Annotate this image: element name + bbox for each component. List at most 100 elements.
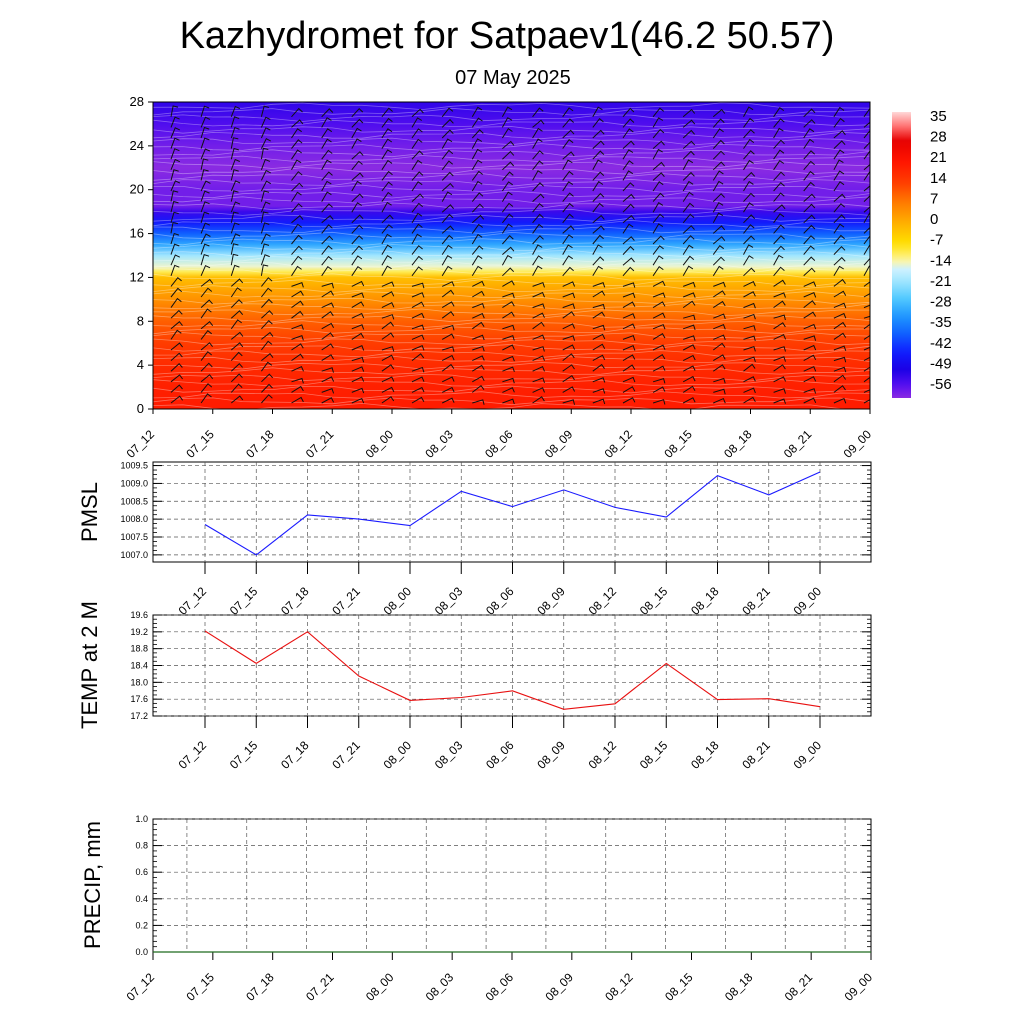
contour-line bbox=[153, 226, 870, 235]
wind-barb bbox=[622, 397, 636, 404]
wind-barb bbox=[502, 292, 515, 299]
wind-barb bbox=[501, 191, 513, 202]
wind-barb bbox=[592, 140, 605, 149]
wind-barb bbox=[230, 180, 241, 192]
wind-barb bbox=[803, 323, 817, 330]
wind-barb bbox=[622, 376, 636, 383]
y-tick-label: 24 bbox=[130, 138, 144, 153]
wind-barb bbox=[682, 150, 695, 160]
wind-barb bbox=[260, 127, 271, 139]
contour-line bbox=[153, 173, 870, 181]
wind-barb bbox=[532, 244, 543, 255]
wind-barb bbox=[773, 279, 786, 287]
wind-barb bbox=[622, 236, 635, 245]
wind-barb bbox=[652, 333, 666, 340]
wind-barb bbox=[441, 225, 454, 234]
wind-barb bbox=[863, 366, 870, 372]
wind-barb bbox=[471, 106, 483, 118]
wind-barb bbox=[351, 224, 364, 234]
wind-barb bbox=[562, 344, 576, 351]
wind-barb bbox=[321, 302, 335, 309]
wind-barb bbox=[381, 159, 393, 171]
y-tick-label: 17.2 bbox=[130, 711, 148, 721]
wind-barb bbox=[170, 342, 183, 351]
wind-barb bbox=[743, 356, 756, 363]
wind-barb bbox=[291, 128, 302, 139]
wind-barb bbox=[743, 202, 754, 213]
wind-barb bbox=[200, 265, 211, 276]
wind-barb bbox=[200, 393, 212, 404]
wind-barb bbox=[773, 356, 786, 362]
wind-barb bbox=[200, 299, 213, 308]
wind-barb bbox=[592, 311, 606, 319]
wind-barb bbox=[261, 352, 274, 361]
y-tick-label: 16 bbox=[130, 226, 144, 241]
wind-barb bbox=[291, 139, 303, 149]
wind-barb bbox=[261, 298, 273, 308]
wind-barb bbox=[260, 180, 272, 192]
wind-barb bbox=[562, 225, 575, 234]
x-tick-label: 09_00 bbox=[791, 738, 825, 772]
wind-barb bbox=[170, 127, 181, 139]
wind-barb bbox=[743, 244, 754, 255]
wind-barb bbox=[472, 321, 485, 330]
wind-barb bbox=[411, 334, 425, 340]
wind-barb bbox=[592, 150, 605, 160]
wind-barb bbox=[743, 129, 755, 139]
wind-barb bbox=[321, 117, 332, 128]
wind-barb bbox=[562, 159, 573, 171]
wind-barb bbox=[652, 344, 666, 351]
wind-barb bbox=[471, 233, 483, 245]
colorbar-label: 21 bbox=[930, 149, 947, 166]
wind-barb bbox=[712, 118, 725, 128]
wind-barb bbox=[803, 311, 817, 319]
wind-barb bbox=[622, 160, 634, 171]
contour-line bbox=[153, 161, 870, 169]
y-tick-label: 1007.0 bbox=[120, 550, 148, 560]
wind-barb bbox=[411, 282, 425, 289]
y-tick-label: 0 bbox=[137, 401, 144, 416]
wind-barb bbox=[441, 118, 454, 128]
wind-barb bbox=[532, 291, 545, 298]
wind-barb bbox=[321, 265, 333, 277]
contour-line bbox=[153, 202, 870, 211]
wind-barb bbox=[562, 192, 574, 202]
x-tick-label: 07_15 bbox=[183, 427, 217, 461]
wind-barb bbox=[532, 127, 543, 139]
wind-barb bbox=[321, 171, 333, 181]
wind-barb bbox=[562, 292, 576, 299]
wind-barb bbox=[743, 267, 756, 277]
wind-barb bbox=[652, 161, 665, 171]
wind-barb bbox=[170, 148, 180, 160]
wind-barb bbox=[532, 355, 545, 362]
wind-barb bbox=[773, 300, 786, 309]
wind-barb bbox=[411, 181, 423, 192]
wind-barb bbox=[170, 169, 179, 181]
wind-barb bbox=[291, 159, 302, 171]
wind-barb bbox=[291, 282, 304, 288]
wind-barb bbox=[502, 387, 515, 393]
wind-barb bbox=[230, 211, 239, 223]
wind-barb bbox=[652, 301, 666, 309]
wind-barb bbox=[200, 351, 213, 361]
wind-barb bbox=[803, 203, 816, 213]
wind-barb bbox=[471, 384, 485, 393]
wind-barb bbox=[441, 289, 455, 298]
wind-barb bbox=[351, 332, 365, 340]
wind-barb bbox=[351, 376, 365, 383]
wind-barb bbox=[321, 332, 334, 340]
wind-barb bbox=[502, 311, 515, 319]
wind-barb bbox=[170, 243, 180, 255]
wind-barb bbox=[230, 319, 242, 330]
wind-barb bbox=[743, 345, 756, 352]
wind-barb bbox=[170, 116, 180, 128]
wind-barb bbox=[200, 148, 211, 160]
wind-barb bbox=[321, 255, 333, 266]
wind-barb bbox=[652, 399, 666, 405]
wind-barb bbox=[502, 171, 514, 181]
wind-barb bbox=[532, 160, 544, 171]
wind-barb bbox=[652, 128, 665, 139]
wind-barb bbox=[261, 277, 273, 287]
wind-barb bbox=[592, 117, 604, 128]
wind-barb bbox=[381, 376, 395, 383]
